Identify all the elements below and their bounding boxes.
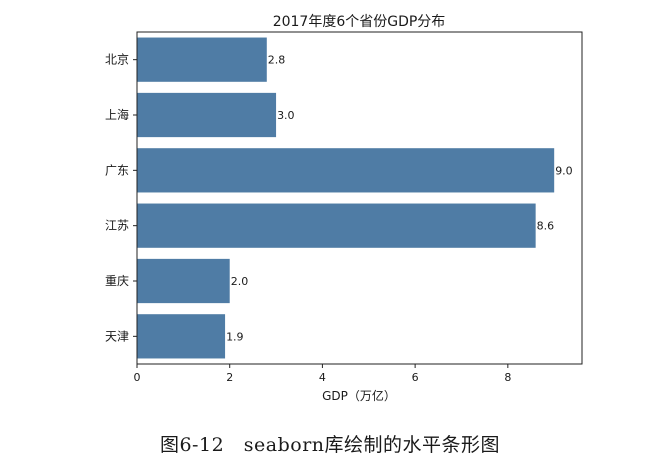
bar-value-label-1: 3.0 <box>277 109 295 122</box>
bar-value-label-5: 1.9 <box>226 330 244 343</box>
y-tick-label-0: 北京 <box>105 53 129 67</box>
y-tick-label-3: 江苏 <box>105 219 129 233</box>
x-tick-label-4: 8 <box>504 371 511 384</box>
bar-value-label-3: 8.6 <box>537 220 555 233</box>
x-tick-label-3: 6 <box>412 371 419 384</box>
y-tick-label-1: 上海 <box>105 107 129 122</box>
bar-4 <box>137 258 230 304</box>
plot-frame <box>136 31 583 365</box>
bar-0 <box>137 37 267 82</box>
y-tick-label-2: 广东 <box>105 163 129 177</box>
x-tick-label-1: 2 <box>226 371 233 384</box>
bar-1 <box>137 92 277 138</box>
x-axis-label: GDP（万亿） <box>322 388 396 403</box>
bar-value-label-2: 9.0 <box>555 164 573 177</box>
figure-caption: 图6-12 seaborn库绘制的水平条形图 <box>159 434 501 456</box>
x-tick-label-2: 4 <box>319 371 326 384</box>
y-tick-label-4: 重庆 <box>105 274 129 288</box>
bars-layer: 2.8 3.0 9.0 8.6 2.0 1.9 <box>137 37 573 359</box>
bar-5 <box>137 314 226 359</box>
chart: 2017年度6个省份GDP分布 2.8 3.0 9.0 8.6 2.0 1.9 北京上海广… <box>105 14 583 403</box>
bar-2 <box>137 148 555 193</box>
x-tick-label-0: 0 <box>134 371 141 384</box>
chart-title: 2017年度6个省份GDP分布 <box>273 14 446 30</box>
bar-value-label-0: 2.8 <box>268 54 286 67</box>
bar-3 <box>137 203 536 248</box>
y-tick-label-5: 天津 <box>105 329 129 343</box>
bar-value-label-4: 2.0 <box>231 275 249 288</box>
